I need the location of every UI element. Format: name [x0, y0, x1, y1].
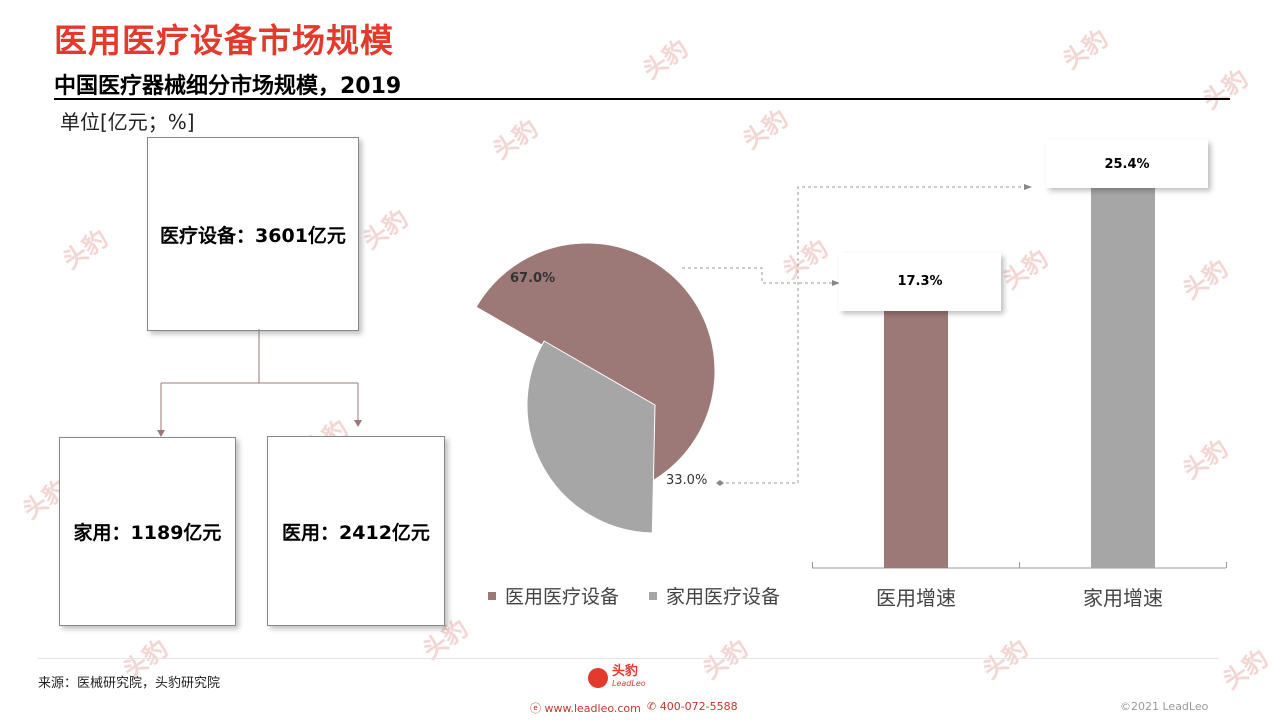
legend-label-medical: 医用医疗设备: [505, 586, 620, 608]
website-link[interactable]: ⓔ www.leadleo.com: [530, 700, 641, 716]
bar-value-label-home: 25.4%: [1046, 140, 1208, 189]
connector-medical-arrow: [832, 280, 840, 286]
legend-item-medical: 医用医疗设备: [488, 582, 619, 609]
tree-right-label: 医用：2412亿元: [282, 521, 430, 544]
connector-home-arrow: [1024, 184, 1032, 190]
source-note: 来源：医械研究院，头豹研究院: [38, 676, 221, 691]
tree-left-label: 家用：1189亿元: [73, 522, 222, 544]
bar-value-label-medical: 17.3%: [839, 252, 1001, 311]
bar-home: [1091, 184, 1155, 568]
tree-left-box: 家用：1189亿元: [59, 437, 236, 626]
tree-root-label: 医疗设备：3601亿元: [160, 224, 346, 247]
logo-text: 头豹: [612, 664, 639, 679]
legend-item-home: 家用医疗设备: [649, 582, 780, 609]
phone-icon: ✆: [647, 700, 660, 713]
pie-chart: [475, 242, 716, 534]
chart-subtitle: 中国医疗器械细分市场规模，2019: [54, 74, 402, 99]
bar-category-home: 家用增速: [1083, 586, 1163, 610]
legend-label-home: 家用医疗设备: [666, 586, 781, 608]
bar-category-medical: 医用增速: [876, 586, 956, 610]
pie-label-medical: 67.0%: [510, 271, 556, 286]
page-title: 医用医疗设备市场规模: [54, 21, 394, 60]
logo-icon: [588, 668, 608, 688]
legend-swatch-home: [649, 591, 657, 600]
tree-right-box: 医用：2412亿元: [267, 436, 445, 626]
footer-logo: 头豹 LeadLeo: [588, 664, 646, 690]
website-text: www.leadleo.com: [544, 702, 641, 715]
connector-home: [720, 186, 1024, 484]
footer-divider: [38, 658, 1218, 659]
legend-swatch-medical: [488, 591, 496, 600]
tree-left-arrow: [157, 430, 165, 437]
copyright: ©2021 LeadLeo: [1120, 700, 1209, 713]
web-icon: ⓔ: [530, 702, 545, 715]
bar-medical: [884, 306, 948, 568]
phone-contact: ✆ 400-072-5588: [647, 700, 738, 713]
logo-subtext: LeadLeo: [612, 679, 646, 688]
tree-root-box: 医疗设备：3601亿元: [147, 137, 359, 331]
title-divider: [54, 98, 1230, 100]
tree-right-arrow: [354, 420, 362, 427]
pie-slice-home: [526, 340, 656, 534]
unit-label: 单位[亿元；%]: [60, 110, 195, 134]
bar-chart: [812, 184, 1227, 569]
connector-home-start: [716, 480, 724, 486]
pie-label-home: 33.0%: [666, 473, 708, 488]
phone-text: 400-072-5588: [659, 700, 738, 713]
